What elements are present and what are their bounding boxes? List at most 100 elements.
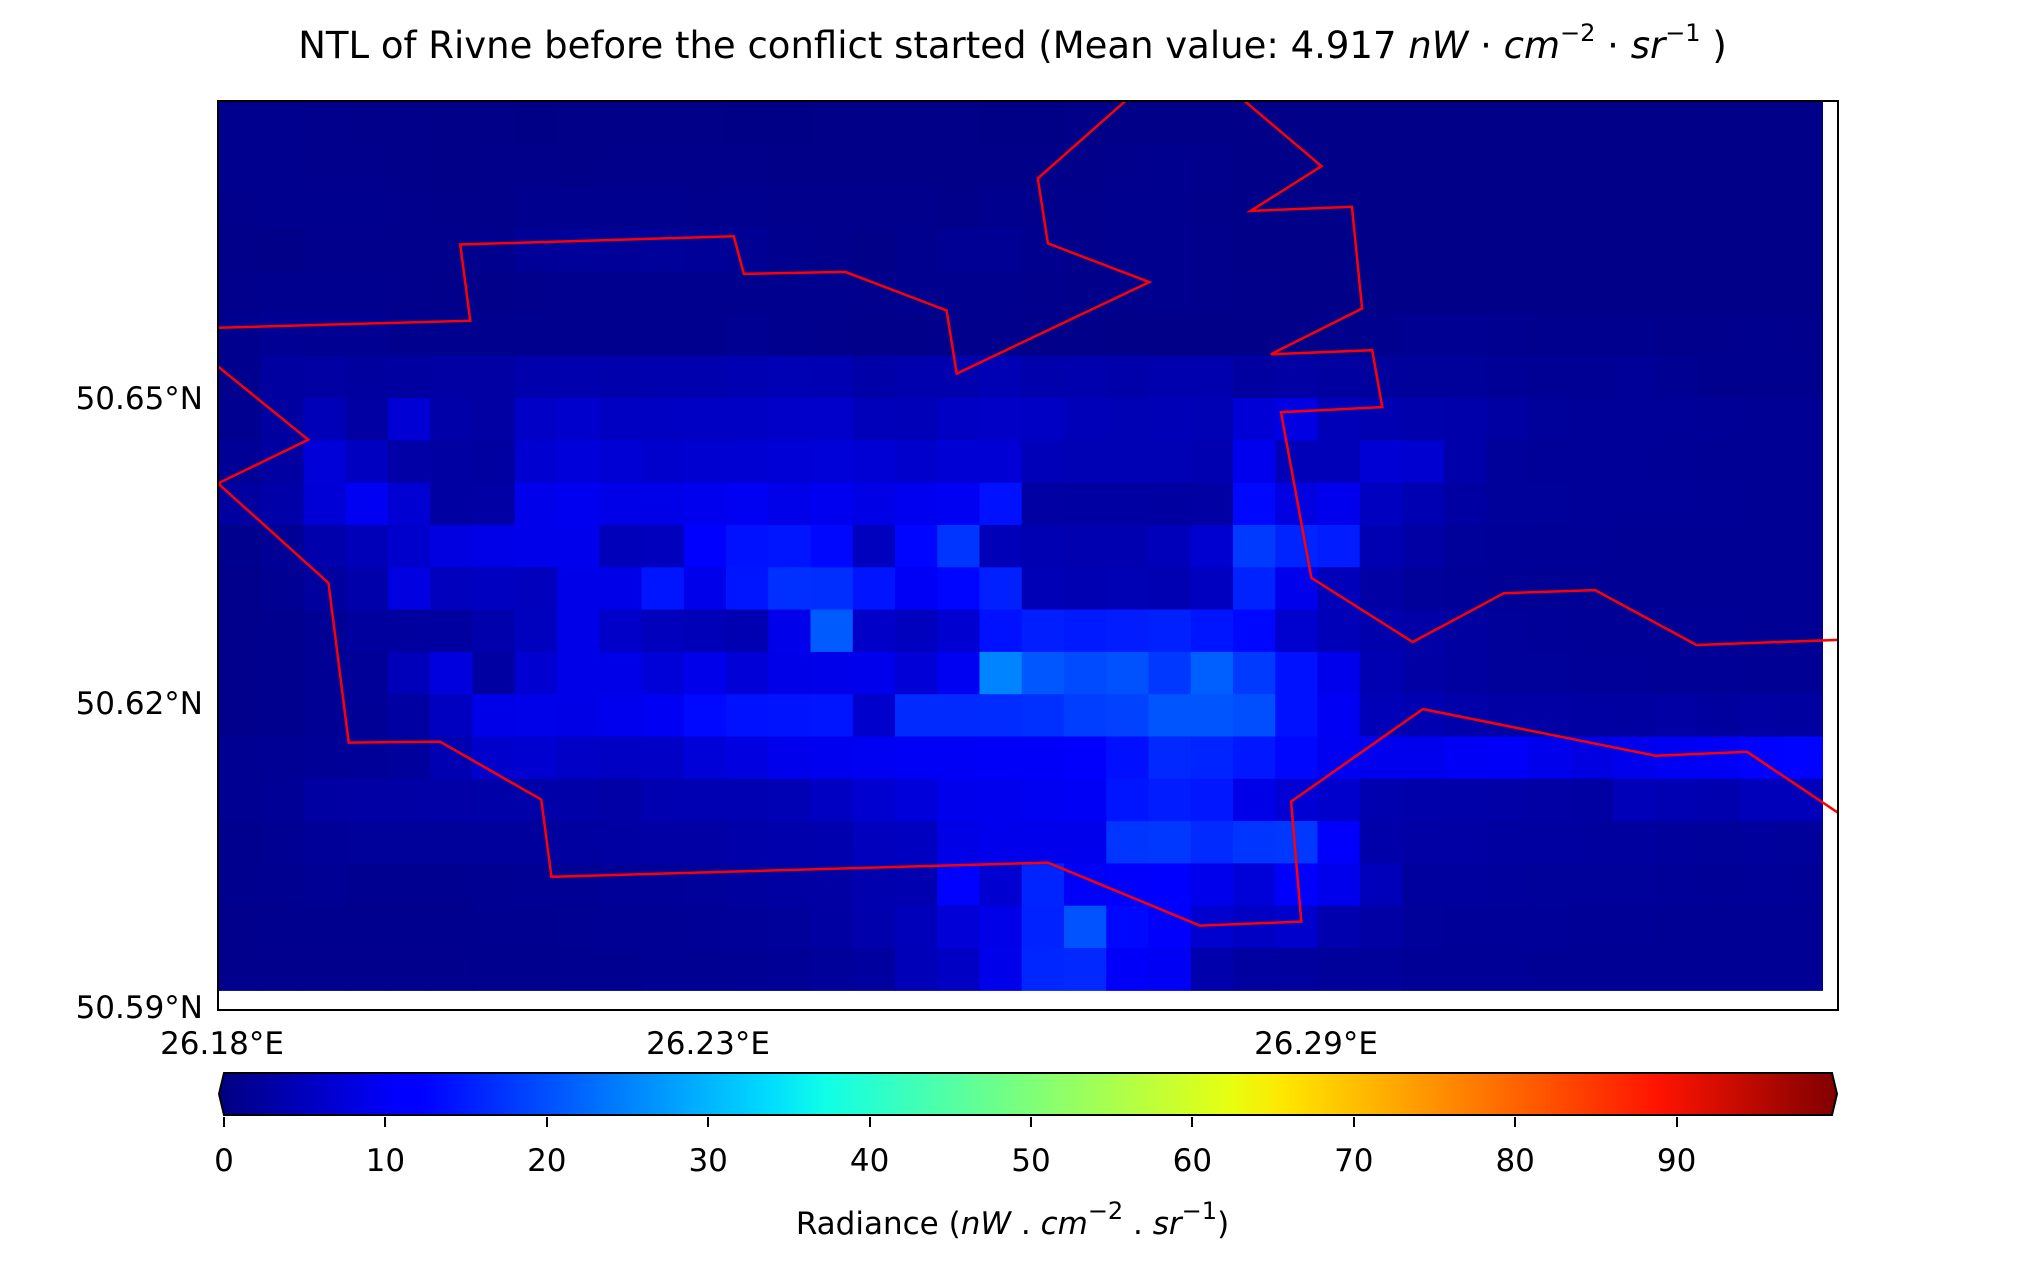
colorbar-tick-label: 30 — [688, 1143, 728, 1179]
radiance-pixel — [345, 313, 389, 357]
radiance-pixel — [472, 905, 516, 949]
radiance-pixel — [1740, 228, 1783, 272]
radiance-pixel — [1782, 736, 1823, 780]
radiance-pixel — [599, 398, 643, 441]
radiance-pixel — [1528, 440, 1572, 484]
radiance-pixel — [1402, 736, 1445, 780]
radiance-pixel — [261, 651, 305, 695]
radiance-pixel — [1655, 102, 1699, 145]
radiance-pixel — [768, 567, 812, 611]
radiance-pixel — [1402, 186, 1445, 230]
radiance-pixel — [599, 186, 643, 230]
radiance-pixel — [1106, 228, 1150, 272]
radiance-pixel — [726, 567, 769, 611]
radiance-pixel — [1782, 313, 1823, 357]
radiance-pixel — [1190, 482, 1234, 526]
radiance-pixel — [388, 694, 431, 738]
radiance-pixel — [852, 144, 896, 188]
radiance-pixel — [1021, 863, 1065, 907]
radiance-pixel — [1740, 144, 1783, 188]
radiance-pixel — [1233, 905, 1276, 949]
colorbar-tick — [545, 1117, 548, 1127]
radiance-pixel — [1106, 186, 1150, 230]
radiance-pixel — [895, 144, 938, 188]
radiance-pixel — [1402, 102, 1445, 145]
radiance-pixel — [683, 567, 727, 611]
radiance-pixel — [1275, 948, 1319, 991]
radiance-pixel — [388, 905, 431, 949]
radiance-pixel — [1613, 609, 1657, 653]
radiance-pixel — [1317, 821, 1361, 864]
radiance-pixel — [726, 102, 769, 145]
radiance-pixel — [219, 694, 262, 738]
radiance-pixel — [1613, 736, 1657, 780]
radiance-pixel — [768, 482, 812, 526]
radiance-pixel — [514, 313, 558, 357]
radiance-pixel — [599, 905, 643, 949]
radiance-pixel — [810, 778, 854, 822]
radiance-pixel — [641, 567, 685, 611]
radiance-pixel — [937, 525, 981, 568]
radiance-pixel — [895, 313, 938, 357]
radiance-pixel — [1021, 905, 1065, 949]
radiance-pixel — [1233, 398, 1276, 441]
radiance-pixel — [1697, 651, 1741, 695]
radiance-pixel — [599, 228, 643, 272]
radiance-pixel — [683, 228, 727, 272]
radiance-pixel — [1402, 694, 1445, 738]
radiance-pixel — [1444, 313, 1488, 357]
radiance-pixel — [852, 525, 896, 568]
radiance-pixel — [895, 102, 938, 145]
radiance-pixel — [514, 355, 558, 399]
radiance-pixel — [472, 863, 516, 907]
radiance-pixel — [388, 863, 431, 907]
colorbar-tick — [1514, 1117, 1517, 1127]
radiance-pixel — [1106, 525, 1150, 568]
radiance-pixel — [895, 398, 938, 441]
radiance-pixel — [1148, 651, 1192, 695]
radiance-pixel — [1613, 482, 1657, 526]
radiance-pixel — [1655, 694, 1699, 738]
radiance-pixel — [1064, 482, 1107, 526]
radiance-pixel — [261, 863, 305, 907]
radiance-pixel — [1486, 440, 1530, 484]
radiance-pixel — [683, 355, 727, 399]
radiance-pixel — [1190, 313, 1234, 357]
radiance-pixel — [430, 821, 474, 864]
radiance-pixel — [1359, 948, 1403, 991]
radiance-pixel — [1571, 355, 1614, 399]
radiance-pixel — [1021, 398, 1065, 441]
radiance-pixel — [1528, 398, 1572, 441]
radiance-pixel — [1697, 778, 1741, 822]
radiance-pixel — [1782, 102, 1823, 145]
radiance-pixel — [1106, 482, 1150, 526]
radiance-pixel — [345, 863, 389, 907]
radiance-pixel — [472, 525, 516, 568]
radiance-pixel — [979, 609, 1023, 653]
radiance-pixel — [1528, 144, 1572, 188]
radiance-pixel — [303, 736, 347, 780]
radiance-pixel — [641, 271, 685, 315]
radiance-pixel — [557, 144, 600, 188]
radiance-pixel — [599, 567, 643, 611]
radiance-pixel — [1528, 821, 1572, 864]
radiance-pixel — [937, 398, 981, 441]
radiance-pixel — [1021, 144, 1065, 188]
radiance-pixel — [1486, 144, 1530, 188]
radiance-pixel — [1444, 482, 1488, 526]
radiance-pixel — [979, 778, 1023, 822]
radiance-pixel — [345, 271, 389, 315]
radiance-pixel — [261, 778, 305, 822]
radiance-pixel — [1740, 355, 1783, 399]
radiance-pixel — [1571, 778, 1614, 822]
radiance-pixel — [1782, 482, 1823, 526]
radiance-pixel — [557, 398, 600, 441]
radiance-pixel — [1317, 355, 1361, 399]
radiance-pixel — [1697, 440, 1741, 484]
radiance-pixel — [303, 567, 347, 611]
radiance-pixel — [1782, 144, 1823, 188]
radiance-pixel — [1528, 355, 1572, 399]
radiance-pixel — [1697, 905, 1741, 949]
radiance-pixel — [514, 102, 558, 145]
